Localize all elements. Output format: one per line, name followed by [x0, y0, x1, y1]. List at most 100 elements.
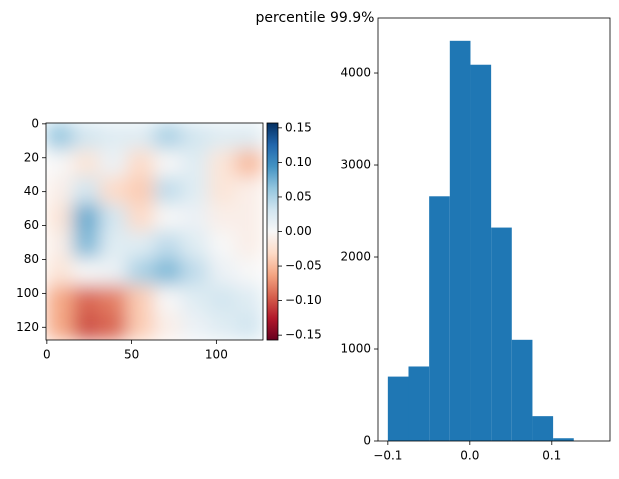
- heat-cell: [208, 149, 237, 178]
- hist-bar: [449, 40, 471, 442]
- heatmap-frame: [45, 122, 264, 341]
- y-tick-label: 80: [24, 252, 39, 266]
- x-tick-label: −0.1: [373, 449, 402, 463]
- heat-cell: [208, 231, 237, 260]
- colorbar-tick-label: 0.15: [285, 120, 312, 134]
- heat-cell: [99, 285, 128, 314]
- heat-cell: [181, 231, 210, 260]
- heat-cell: [99, 312, 128, 340]
- heat-cell: [154, 176, 183, 205]
- heat-cell: [99, 258, 128, 287]
- heat-cell: [72, 123, 101, 151]
- heat-cell: [208, 176, 237, 205]
- heat-cell: [181, 258, 210, 287]
- heat-cell: [72, 285, 101, 314]
- hist-bar: [408, 366, 430, 441]
- heat-cell: [46, 176, 74, 205]
- heat-cell: [235, 149, 263, 178]
- y-tick-label: 0: [363, 434, 371, 448]
- hist-bar: [532, 416, 554, 441]
- heat-cell: [154, 123, 183, 151]
- colorbar: [267, 123, 278, 340]
- heat-cell: [99, 123, 128, 151]
- colorbar-tick-label: −0.05: [285, 259, 322, 273]
- heat-cell: [235, 231, 263, 260]
- heat-cell: [208, 123, 237, 151]
- x-tick-label: 0.0: [460, 449, 479, 463]
- x-tick-label: 50: [124, 348, 139, 362]
- heat-cell: [126, 258, 155, 287]
- heat-cell: [126, 149, 155, 178]
- hist-bar: [511, 339, 533, 441]
- y-tick-label: 20: [24, 150, 39, 164]
- heat-cell: [154, 312, 183, 340]
- y-tick-label: 120: [16, 320, 39, 334]
- heat-cell: [154, 149, 183, 178]
- heat-cell: [99, 203, 128, 232]
- heat-cell: [46, 312, 74, 340]
- x-tick-label: 100: [205, 348, 228, 362]
- heat-cell: [46, 285, 74, 314]
- y-tick-label: 40: [24, 184, 39, 198]
- y-tick-label: 2000: [340, 250, 371, 264]
- hist-bar: [429, 196, 450, 441]
- heat-cell: [72, 312, 101, 340]
- hist-bar: [470, 64, 492, 442]
- colorbar-tick-label: −0.10: [285, 293, 322, 307]
- x-tick-label: 0.1: [542, 449, 561, 463]
- heat-cell: [154, 231, 183, 260]
- x-tick-label: 0: [43, 348, 51, 362]
- colorbar-tick-label: −0.15: [285, 328, 322, 342]
- hist-bar: [553, 438, 574, 441]
- heat-cell: [46, 149, 74, 178]
- heat-cell: [46, 258, 74, 287]
- heat-cell: [154, 203, 183, 232]
- heat-cell: [154, 285, 183, 314]
- hist-bar: [387, 376, 409, 441]
- heat-cell: [46, 123, 74, 151]
- y-tick-label: 3000: [340, 158, 371, 172]
- y-tick-label: 100: [16, 286, 39, 300]
- y-tick-label: 60: [24, 218, 39, 232]
- heat-cell: [208, 285, 237, 314]
- heat-cell: [208, 203, 237, 232]
- heat-cell: [126, 203, 155, 232]
- heat-cell: [235, 312, 263, 340]
- heat-cell: [126, 176, 155, 205]
- heat-cell: [99, 149, 128, 178]
- y-tick-label: 4000: [340, 66, 371, 80]
- y-tick-label: 0: [31, 116, 39, 130]
- heat-cell: [235, 258, 263, 287]
- heat-cell: [99, 231, 128, 260]
- heat-cell: [72, 258, 101, 287]
- heat-cell: [235, 285, 263, 314]
- hist-bar: [491, 227, 512, 441]
- heat-cell: [235, 123, 263, 151]
- colorbar-tick-label: 0.10: [285, 155, 312, 169]
- heat-cell: [181, 312, 210, 340]
- heat-cell: [99, 176, 128, 205]
- heat-cell: [181, 203, 210, 232]
- heat-cell: [208, 258, 237, 287]
- heat-cell: [181, 123, 210, 151]
- heat-cell: [46, 231, 74, 260]
- figure-title: percentile 99.9%: [256, 10, 375, 26]
- heat-cell: [181, 149, 210, 178]
- heat-cell: [72, 231, 101, 260]
- colorbar-tick-label: 0.05: [285, 189, 312, 203]
- heat-cell: [46, 203, 74, 232]
- heat-cell: [72, 203, 101, 232]
- heat-cell: [126, 285, 155, 314]
- colorbar-tick-label: 0.00: [285, 224, 312, 238]
- heat-cell: [208, 312, 237, 340]
- y-tick-label: 1000: [340, 342, 371, 356]
- heat-cell: [181, 176, 210, 205]
- hist-frame: [377, 17, 611, 442]
- heat-cell: [126, 312, 155, 340]
- heat-cell: [126, 231, 155, 260]
- heat-cell: [235, 176, 263, 205]
- heat-cell: [72, 149, 101, 178]
- heat-cell: [235, 203, 263, 232]
- heat-cell: [72, 176, 101, 205]
